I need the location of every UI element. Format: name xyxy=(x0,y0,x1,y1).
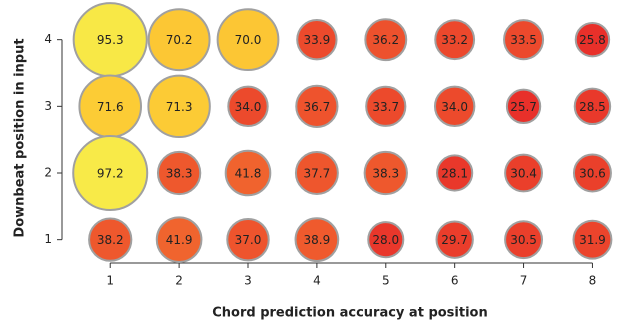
bubble xyxy=(504,153,543,193)
x-tick-label: 6 xyxy=(451,274,459,288)
bubble xyxy=(296,19,338,61)
value-label: 37.0 xyxy=(235,233,262,247)
value-label: 31.9 xyxy=(579,233,606,247)
value-label: 30.4 xyxy=(510,167,537,181)
value-label: 38.2 xyxy=(97,233,124,247)
value-label: 37.7 xyxy=(304,167,331,181)
y-tick-label: 2 xyxy=(44,166,52,180)
bubble xyxy=(435,220,474,259)
value-label: 36.7 xyxy=(304,100,331,114)
value-label: 71.3 xyxy=(166,100,193,114)
value-label: 25.8 xyxy=(579,33,606,47)
value-label: 33.9 xyxy=(304,33,331,47)
bubble xyxy=(216,8,280,72)
bubble xyxy=(155,216,203,263)
bubble xyxy=(294,151,339,195)
bubble xyxy=(572,219,613,260)
x-tick-label: 7 xyxy=(520,274,528,288)
y-tick-label: 1 xyxy=(44,232,52,246)
x-tick-label: 2 xyxy=(175,274,183,288)
value-label: 36.2 xyxy=(372,33,399,47)
bubble xyxy=(147,74,211,139)
value-label: 38.3 xyxy=(372,167,399,181)
bubble xyxy=(504,220,544,260)
value-label: 33.7 xyxy=(372,100,399,114)
value-label: 28.0 xyxy=(372,233,399,247)
x-tick-label: 1 xyxy=(106,274,114,288)
x-tick-label: 5 xyxy=(382,274,390,288)
bubble xyxy=(364,18,408,62)
bubble xyxy=(295,84,339,128)
value-label: 29.7 xyxy=(441,233,468,247)
value-label: 97.2 xyxy=(97,167,124,181)
y-axis-title: Downbeat position in input xyxy=(13,38,28,237)
value-label: 70.2 xyxy=(166,33,193,47)
bubble xyxy=(294,217,340,263)
value-label: 38.3 xyxy=(166,167,193,181)
x-tick-label: 4 xyxy=(313,274,321,288)
bubble xyxy=(573,87,612,126)
bubble xyxy=(574,21,611,58)
value-label: 34.0 xyxy=(235,100,262,114)
bubble xyxy=(367,221,405,259)
bubble xyxy=(226,217,270,262)
value-label: 34.0 xyxy=(441,100,468,114)
value-label: 25.7 xyxy=(510,100,537,114)
x-axis-title: Chord prediction accuracy at position xyxy=(212,306,487,321)
bubble xyxy=(436,154,474,192)
value-label: 71.6 xyxy=(97,100,124,114)
value-label: 33.2 xyxy=(441,33,468,47)
bubble xyxy=(363,150,408,196)
bubble xyxy=(503,19,545,61)
bubble xyxy=(156,150,202,196)
x-tick-label: 3 xyxy=(244,274,252,288)
value-label: 70.0 xyxy=(235,33,262,47)
value-label: 41.9 xyxy=(166,233,193,247)
value-label: 41.8 xyxy=(235,167,262,181)
value-label: 28.5 xyxy=(579,100,606,114)
value-label: 30.6 xyxy=(579,167,606,181)
value-label: 38.9 xyxy=(304,233,331,247)
value-label: 95.3 xyxy=(97,33,124,47)
bubble xyxy=(434,19,476,61)
bubble xyxy=(365,85,407,127)
bubble xyxy=(433,85,476,128)
bubble xyxy=(147,8,211,72)
bubble xyxy=(224,149,272,197)
y-tick-label: 3 xyxy=(44,99,52,113)
bubble xyxy=(505,88,542,124)
bubble xyxy=(572,153,612,193)
bubble xyxy=(88,217,133,262)
y-tick-label: 4 xyxy=(44,32,52,46)
value-label: 28.1 xyxy=(441,167,468,181)
x-tick-label: 8 xyxy=(589,274,597,288)
bubble xyxy=(72,135,149,211)
bubble xyxy=(227,85,269,128)
value-label: 33.5 xyxy=(510,33,537,47)
value-label: 30.5 xyxy=(510,233,537,247)
